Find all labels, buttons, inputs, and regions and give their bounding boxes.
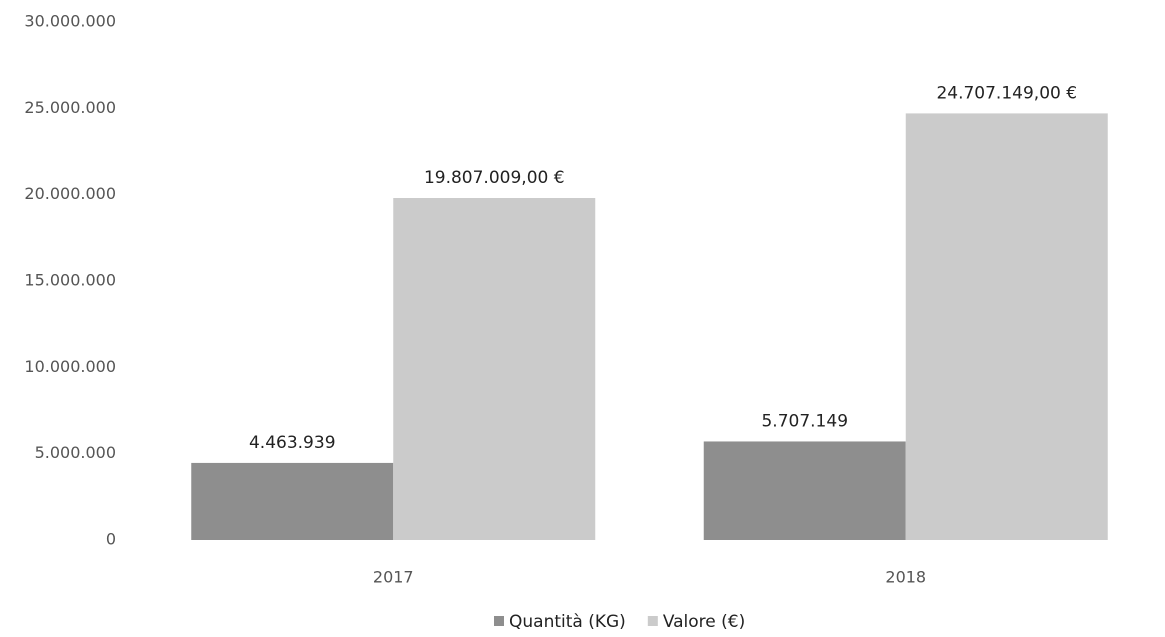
y-tick-label: 20.000.000 xyxy=(24,184,116,203)
y-tick-label: 15.000.000 xyxy=(24,271,116,290)
y-tick-label: 10.000.000 xyxy=(24,357,116,376)
x-tick-label: 2018 xyxy=(885,568,926,587)
legend-swatch xyxy=(494,616,504,626)
data-label: 24.707.149,00 € xyxy=(936,83,1077,103)
data-label: 5.707.149 xyxy=(761,411,848,431)
y-tick-label: 25.000.000 xyxy=(24,98,116,117)
y-tick-label: 0 xyxy=(106,530,116,549)
y-tick-label: 30.000.000 xyxy=(24,12,116,31)
bar xyxy=(191,462,394,540)
bar xyxy=(393,197,596,541)
data-label: 19.807.009,00 € xyxy=(424,168,565,188)
bar xyxy=(905,113,1108,540)
data-label: 4.463.939 xyxy=(249,433,336,453)
x-tick-label: 2017 xyxy=(373,568,414,587)
legend-swatch xyxy=(647,616,658,626)
bar xyxy=(703,441,906,540)
legend-label: Quantità (KG) xyxy=(509,612,626,632)
legend-label: Valore (€) xyxy=(663,612,745,632)
y-tick-label: 5.000.000 xyxy=(35,443,116,462)
